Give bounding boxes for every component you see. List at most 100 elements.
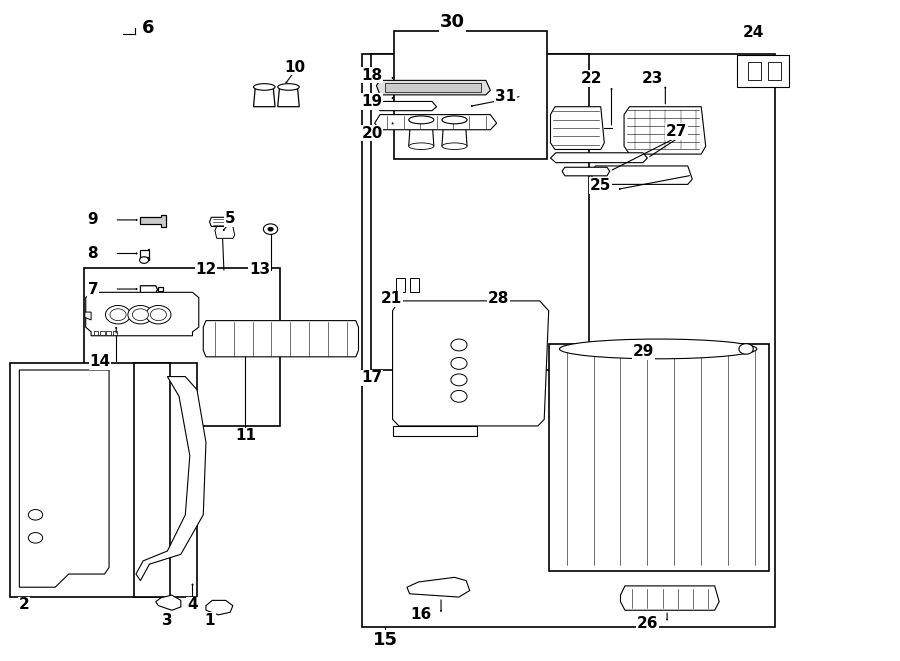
Circle shape bbox=[105, 305, 130, 324]
Circle shape bbox=[150, 309, 166, 321]
Text: 3: 3 bbox=[162, 613, 173, 627]
Polygon shape bbox=[768, 62, 781, 81]
Text: 7: 7 bbox=[87, 282, 98, 297]
Text: 16: 16 bbox=[410, 607, 432, 623]
Polygon shape bbox=[158, 287, 163, 291]
Text: 10: 10 bbox=[284, 59, 305, 75]
Polygon shape bbox=[392, 301, 549, 426]
Text: 22: 22 bbox=[581, 71, 602, 86]
Circle shape bbox=[268, 227, 274, 231]
Polygon shape bbox=[591, 166, 692, 184]
Text: 19: 19 bbox=[362, 94, 382, 109]
Ellipse shape bbox=[409, 116, 434, 124]
Polygon shape bbox=[396, 278, 405, 292]
Circle shape bbox=[739, 344, 753, 354]
Circle shape bbox=[132, 309, 148, 321]
Circle shape bbox=[28, 510, 42, 520]
Polygon shape bbox=[737, 56, 789, 87]
Polygon shape bbox=[748, 62, 761, 81]
Polygon shape bbox=[392, 426, 477, 436]
Polygon shape bbox=[140, 249, 149, 260]
Text: 26: 26 bbox=[636, 616, 658, 631]
Polygon shape bbox=[19, 370, 109, 587]
Polygon shape bbox=[85, 312, 91, 320]
Text: 15: 15 bbox=[373, 631, 398, 649]
Polygon shape bbox=[86, 292, 199, 336]
Bar bbox=[371, 54, 590, 370]
Polygon shape bbox=[551, 153, 647, 163]
Polygon shape bbox=[203, 321, 358, 357]
Text: 28: 28 bbox=[488, 292, 509, 307]
Polygon shape bbox=[374, 114, 497, 130]
Text: 23: 23 bbox=[642, 71, 663, 86]
Polygon shape bbox=[156, 595, 181, 610]
Text: 27: 27 bbox=[665, 124, 687, 139]
Text: 25: 25 bbox=[590, 178, 611, 193]
Polygon shape bbox=[376, 81, 491, 95]
Text: 12: 12 bbox=[195, 262, 217, 278]
Text: 29: 29 bbox=[633, 344, 654, 359]
Polygon shape bbox=[140, 286, 158, 293]
Ellipse shape bbox=[442, 143, 467, 149]
Bar bbox=[394, 31, 547, 159]
Text: 1: 1 bbox=[204, 613, 215, 627]
Text: 18: 18 bbox=[362, 67, 382, 83]
Ellipse shape bbox=[278, 84, 300, 91]
Polygon shape bbox=[409, 120, 434, 146]
Polygon shape bbox=[206, 600, 233, 615]
Text: 5: 5 bbox=[225, 211, 236, 226]
Text: 9: 9 bbox=[87, 212, 98, 227]
Circle shape bbox=[451, 374, 467, 386]
Circle shape bbox=[451, 339, 467, 351]
Bar bbox=[84, 268, 280, 426]
Polygon shape bbox=[407, 577, 470, 597]
Circle shape bbox=[28, 533, 42, 543]
Circle shape bbox=[146, 305, 171, 324]
Polygon shape bbox=[376, 101, 436, 110]
Circle shape bbox=[110, 309, 126, 321]
Polygon shape bbox=[100, 331, 104, 335]
Text: 24: 24 bbox=[742, 25, 764, 40]
Bar bbox=[134, 364, 170, 597]
Text: 20: 20 bbox=[361, 126, 382, 141]
Text: 8: 8 bbox=[87, 246, 98, 261]
Text: 6: 6 bbox=[141, 19, 154, 37]
Text: 17: 17 bbox=[362, 370, 382, 385]
Polygon shape bbox=[620, 586, 719, 610]
Text: 2: 2 bbox=[18, 598, 29, 613]
Bar bbox=[549, 344, 769, 570]
Polygon shape bbox=[215, 227, 235, 239]
Bar bbox=[362, 54, 775, 627]
Bar bbox=[11, 364, 197, 597]
Bar bbox=[170, 407, 199, 426]
Text: 30: 30 bbox=[440, 13, 465, 32]
Ellipse shape bbox=[560, 339, 757, 359]
Text: 13: 13 bbox=[249, 262, 270, 278]
Ellipse shape bbox=[254, 84, 275, 91]
Polygon shape bbox=[112, 331, 117, 335]
Polygon shape bbox=[624, 106, 706, 154]
Ellipse shape bbox=[409, 143, 434, 149]
Polygon shape bbox=[278, 87, 300, 106]
Polygon shape bbox=[140, 215, 166, 227]
Polygon shape bbox=[254, 87, 275, 106]
Polygon shape bbox=[562, 167, 609, 176]
Circle shape bbox=[264, 224, 278, 235]
Polygon shape bbox=[210, 217, 235, 227]
Polygon shape bbox=[442, 120, 467, 146]
Polygon shape bbox=[551, 106, 604, 149]
Text: 31: 31 bbox=[495, 89, 517, 104]
Circle shape bbox=[128, 305, 153, 324]
Polygon shape bbox=[410, 278, 418, 292]
Polygon shape bbox=[94, 331, 98, 335]
Text: 14: 14 bbox=[89, 354, 111, 369]
Text: 21: 21 bbox=[381, 292, 402, 307]
Polygon shape bbox=[106, 331, 111, 335]
Circle shape bbox=[451, 391, 467, 403]
Ellipse shape bbox=[442, 116, 467, 124]
Text: 11: 11 bbox=[235, 428, 256, 444]
Polygon shape bbox=[385, 83, 481, 93]
Circle shape bbox=[451, 358, 467, 369]
Polygon shape bbox=[136, 377, 206, 580]
Text: 4: 4 bbox=[187, 598, 198, 613]
